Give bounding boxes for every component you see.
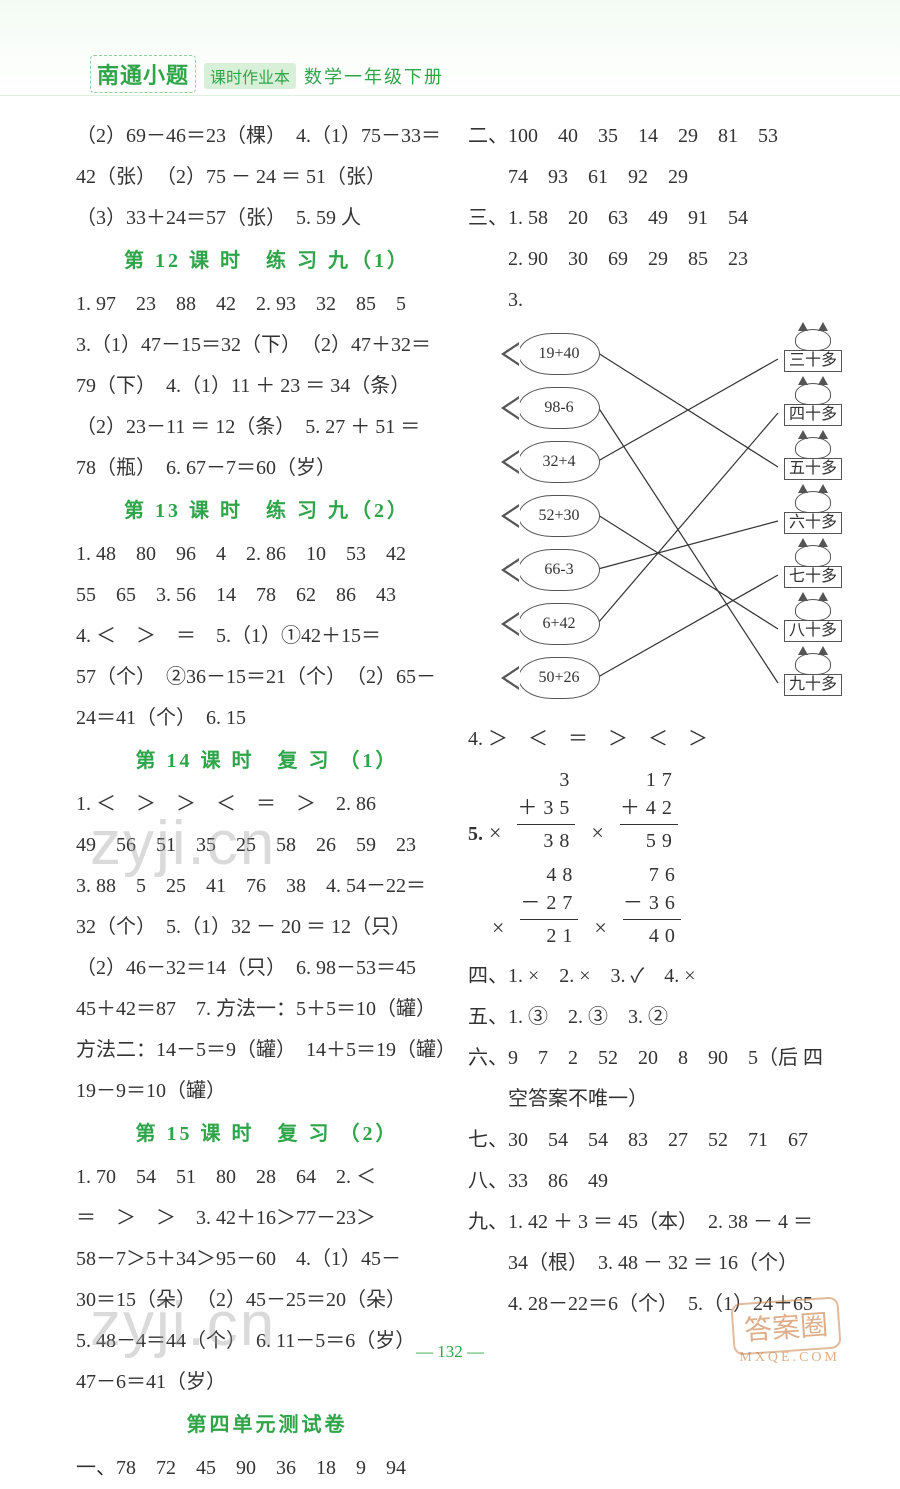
text-line: 八、33 86 49 [468, 1161, 850, 1202]
text-line: （3）33＋24＝57（张） 5. 59 人 [76, 198, 458, 239]
cat-node: 八十多 [776, 599, 850, 643]
page-header: 南通小题 课时作业本 数学一年级下册 [0, 0, 900, 96]
cat-icon [795, 653, 831, 675]
cat-icon [795, 545, 831, 567]
text-line: 34（根） 3. 48 － 32 ＝ 16（个） [468, 1243, 850, 1284]
text-line: 1. ＜ ＞ ＞ ＜ ＝ ＞ 2. 86 [76, 784, 458, 825]
cat-icon [795, 437, 831, 459]
text-line: 1. 48 80 96 4 2. 86 10 53 42 [76, 534, 458, 575]
cat-label: 七十多 [784, 566, 842, 588]
section-title-14: 第 14 课 时 复 习 （1） [76, 741, 458, 782]
text-line: 47－6＝41（岁） [76, 1362, 458, 1403]
text-line: 49 56 51 35 25 58 26 59 23 [76, 825, 458, 866]
wrong-mark-icon: × [591, 810, 603, 855]
fish-node: 66-3 [518, 549, 600, 591]
cat-label: 四十多 [784, 404, 842, 426]
title-wrap: 南通小题 课时作业本 数学一年级下册 [90, 55, 444, 93]
text-line: 32（个） 5.（1）32 － 20 ＝ 12（只） [76, 907, 458, 948]
text-line: 42（张） （2）75 － 24 ＝ 51（张） [76, 157, 458, 198]
cat-label: 五十多 [784, 458, 842, 480]
text-line: 58－7＞5＋34＞95－60 4.（1）45－ [76, 1239, 458, 1280]
fish-node: 52+30 [518, 495, 600, 537]
cat-node: 七十多 [776, 545, 850, 589]
cat-node: 六十多 [776, 491, 850, 535]
series-sub: 课时作业本 [204, 63, 296, 89]
text-line: 七、30 54 54 83 27 52 71 67 [468, 1120, 850, 1161]
text-line: 3. 88 5 25 41 76 38 4. 54－22＝ [76, 866, 458, 907]
text-line: 四、1. × 2. × 3. ✓ 4. × [468, 956, 850, 997]
fish-node: 32+4 [518, 441, 600, 483]
arith-section: 5. × 3 ＋35 38 × 17 ＋42 59 × [468, 766, 850, 950]
text-line: 1. 97 23 88 42 2. 93 32 85 5 [76, 284, 458, 325]
text-line: 1. 70 54 51 80 28 64 2. ＜ [76, 1157, 458, 1198]
text-line: 4. ＞ ＜ ＝ ＞ ＜ ＞ [468, 719, 850, 760]
wrong-mark-icon: × [489, 810, 501, 855]
fish-node: 50+26 [518, 657, 600, 699]
cat-icon [795, 383, 831, 405]
text-line: 3.（1）47－15＝32（下） （2）47＋32＝ [76, 325, 458, 366]
text-line: 方法二：14－5＝9（罐） 14＋5＝19（罐） [76, 1030, 458, 1071]
wrong-mark-icon: × [492, 905, 504, 950]
unit-test-title: 第四单元测试卷 [76, 1405, 458, 1446]
text-line: （2）46－32＝14（只） 6. 98－53＝45 [76, 948, 458, 989]
arith-block: 76 －36 40 [623, 861, 681, 950]
text-line: 空答案不唯一） [468, 1079, 850, 1120]
arith-block: 3 ＋35 38 [517, 766, 575, 855]
subject-label: 数学一年级下册 [304, 63, 444, 89]
text-line: （2）69－46＝23（棵） 4.（1）75－33＝ [76, 116, 458, 157]
section-title-15: 第 15 课 时 复 习 （2） [76, 1114, 458, 1155]
answer-stamp-sub: MXQE.COM [739, 1350, 840, 1366]
text-line: 45＋42＝87 7. 方法一：5＋5＝10（罐） [76, 989, 458, 1030]
text-line: 3. [468, 280, 850, 321]
right-column: 二、100 40 35 14 29 81 53 74 93 61 92 29 三… [468, 116, 850, 1489]
left-column: （2）69－46＝23（棵） 4.（1）75－33＝ 42（张） （2）75 －… [76, 116, 458, 1489]
text-line: 4. ＜ ＞ ＝ 5.（1）①42＋15＝ [76, 616, 458, 657]
text-line: 五、1. ③ 2. ③ 3. ② [468, 997, 850, 1038]
cat-node: 四十多 [776, 383, 850, 427]
text-line: 2. 90 30 69 29 85 23 [468, 239, 850, 280]
fish-node: 98-6 [518, 387, 600, 429]
cat-node: 五十多 [776, 437, 850, 481]
wrong-mark-icon: × [594, 905, 606, 950]
text-line: 55 65 3. 56 14 78 62 86 43 [76, 575, 458, 616]
text-line: 三、1. 58 20 63 49 91 54 [468, 198, 850, 239]
text-line: ＝ ＞ ＞ 3. 42＋16＞77－23＞ [76, 1198, 458, 1239]
text-line: 30＝15（朵） （2）45－25＝20（朵） [76, 1280, 458, 1321]
fish-node: 6+42 [518, 603, 600, 645]
text-line: （2）23－11 ＝ 12（条） 5. 27 ＋ 51 ＝ [76, 407, 458, 448]
text-line: 74 93 61 92 29 [468, 157, 850, 198]
cat-label: 六十多 [784, 512, 842, 534]
text-line: 一、78 72 45 90 36 18 9 94 [76, 1448, 458, 1489]
text-line: 78（瓶） 6. 67－7＝60（岁） [76, 448, 458, 489]
text-line: 九、1. 42 ＋ 3 ＝ 45（本） 2. 38 － 4 ＝ [468, 1202, 850, 1243]
cat-icon [795, 329, 831, 351]
text-line: 79（下） 4.（1）11 ＋ 23 ＝ 34（条） [76, 366, 458, 407]
arith-block: 17 ＋42 59 [620, 766, 678, 855]
cat-label: 九十多 [784, 674, 842, 696]
fish-node: 19+40 [518, 333, 600, 375]
text-line: 六、9 7 2 52 20 8 90 5（后 四 [468, 1038, 850, 1079]
text-line: 二、100 40 35 14 29 81 53 [468, 116, 850, 157]
section-title-13: 第 13 课 时 练 习 九（2） [76, 491, 458, 532]
cat-node: 三十多 [776, 329, 850, 373]
text-line: 19－9＝10（罐） [76, 1071, 458, 1112]
cat-icon [795, 491, 831, 513]
item-label: 5. [468, 814, 483, 855]
arith-block: 48 －27 21 [520, 861, 578, 950]
cat-label: 八十多 [784, 620, 842, 642]
cat-node: 九十多 [776, 653, 850, 697]
content-columns: （2）69－46＝23（棵） 4.（1）75－33＝ 42（张） （2）75 －… [0, 96, 900, 1489]
answer-stamp: 答案圈 [730, 1296, 841, 1355]
matching-diagram: 19+40 98-6 32+4 52+30 66-3 6+42 50+26 三十多四十多五十多… [468, 325, 850, 715]
text-line: 24＝41（个） 6. 15 [76, 698, 458, 739]
cat-label: 三十多 [784, 350, 842, 372]
section-title-12: 第 12 课 时 练 习 九（1） [76, 241, 458, 282]
cat-icon [795, 599, 831, 621]
series-logo: 南通小题 [90, 55, 196, 93]
text-line: 57（个） ②36－15＝21（个） （2）65－ [76, 657, 458, 698]
